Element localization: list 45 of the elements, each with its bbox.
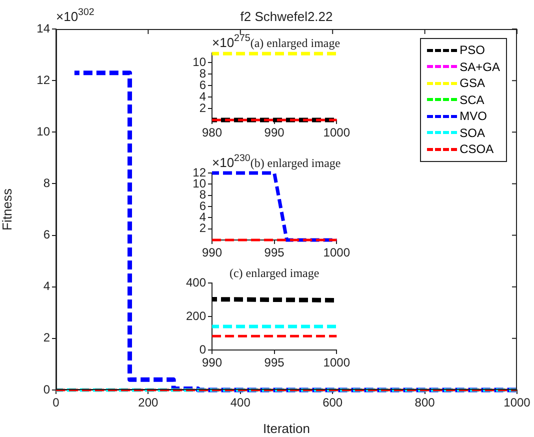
x-tick-label: 800	[414, 396, 436, 410]
y-tick-label: 400	[186, 275, 206, 290]
x-tick-label: 0	[52, 396, 60, 410]
x-tick-label: 995	[264, 356, 285, 370]
y-tick-label: 8	[43, 176, 50, 190]
y-tick-label: 200	[186, 308, 206, 323]
y-tick-label: 10	[192, 55, 206, 70]
y-axis-title: Fitness	[0, 188, 14, 230]
x-tick-label: 990	[202, 356, 222, 370]
chart-title: (c) enlarged image	[229, 266, 320, 280]
x-tick-label: 980	[202, 126, 222, 140]
x-axis-title: Iteration	[263, 420, 310, 436]
x-tick-label: 1000	[504, 396, 531, 410]
chart-title: f2 Schwefel2.22	[240, 9, 333, 24]
y-tick-label: 0	[199, 342, 206, 356]
legend-label: CSOA	[460, 142, 494, 156]
y-tick-label: 14	[36, 21, 50, 36]
x-tick-label: 1000	[323, 356, 350, 370]
legend-label: SOA	[460, 126, 485, 140]
legend-label: SCA	[460, 92, 484, 107]
x-tick-label: 400	[230, 396, 251, 410]
y-tick-label: 10	[36, 124, 50, 138]
legend-label: PSO	[460, 43, 485, 58]
y-tick-label: 2	[199, 221, 206, 236]
x-tick-label: 1000	[323, 246, 350, 260]
x-tick-label: 990	[264, 126, 285, 140]
legend-label: MVO	[460, 109, 487, 124]
y-tick-label: 4	[43, 279, 50, 294]
y-tick-label: 4	[199, 89, 206, 104]
x-tick-label: 990	[202, 246, 222, 260]
x-tick-label: 600	[322, 396, 343, 410]
chart-title: (a) enlarged image	[250, 36, 340, 50]
y-tick-label: 6	[43, 228, 50, 242]
chart-title: (b) enlarged image	[250, 156, 341, 170]
x-tick-label: 995	[264, 246, 285, 260]
y-tick-label: 6	[199, 78, 206, 92]
y-tick-label: 2	[199, 100, 206, 115]
y-tick-label: 0	[43, 382, 50, 396]
y-tick-label: 2	[43, 330, 50, 345]
x-tick-label: 1000	[323, 126, 350, 140]
x-tick-label: 200	[138, 396, 159, 410]
legend-label: SA+GA	[460, 60, 500, 74]
y-tick-label: 12	[36, 72, 50, 87]
legend-label: GSA	[460, 76, 485, 90]
y-tick-label: 8	[199, 66, 206, 80]
